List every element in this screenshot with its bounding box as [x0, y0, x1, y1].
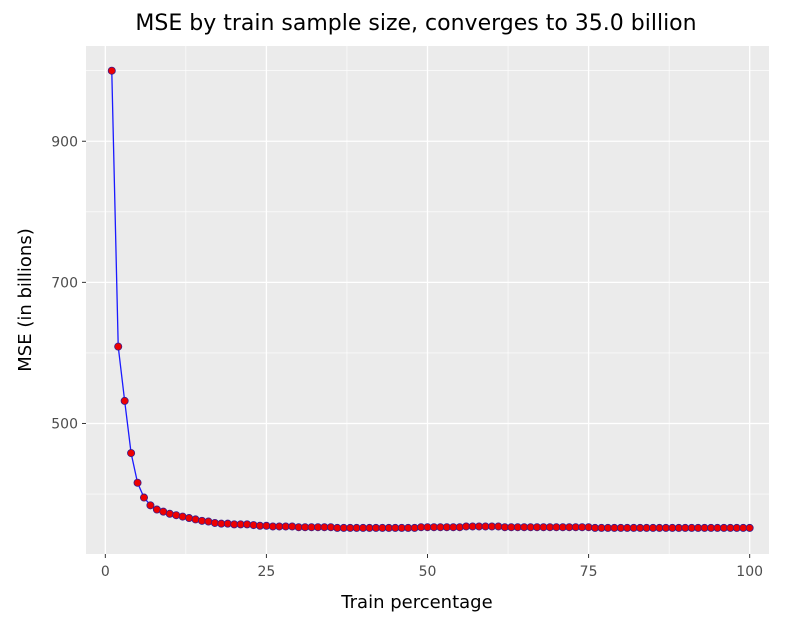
y-axis-ticks: 500 700 900 — [51, 134, 86, 432]
data-point — [114, 342, 123, 351]
data-point — [107, 66, 116, 75]
x-tick-label: 75 — [580, 564, 598, 580]
y-tick-label: 700 — [51, 275, 78, 291]
data-point — [165, 509, 174, 518]
x-tick-label: 0 — [101, 564, 110, 580]
y-axis-title: MSE (in billions) — [15, 228, 36, 371]
x-tick-label: 50 — [419, 564, 437, 580]
data-point — [185, 514, 194, 523]
x-tick-label: 100 — [736, 564, 763, 580]
data-point — [204, 517, 213, 526]
data-point — [146, 501, 155, 510]
data-point — [120, 396, 129, 405]
y-tick-label: 500 — [51, 416, 78, 432]
x-axis-title: Train percentage — [340, 592, 492, 613]
data-points — [107, 66, 754, 532]
data-point — [191, 515, 200, 524]
grid-major — [86, 46, 769, 554]
data-point — [172, 511, 181, 520]
x-tick-label: 25 — [258, 564, 276, 580]
data-point — [127, 449, 136, 458]
chart-title: MSE by train sample size, converges to 3… — [135, 11, 696, 36]
data-point — [745, 523, 754, 532]
data-point — [139, 493, 148, 502]
data-point — [178, 512, 187, 521]
data-point — [133, 478, 142, 487]
x-axis-ticks: 0 25 50 75 100 — [101, 554, 763, 580]
y-tick-label: 900 — [51, 134, 78, 150]
